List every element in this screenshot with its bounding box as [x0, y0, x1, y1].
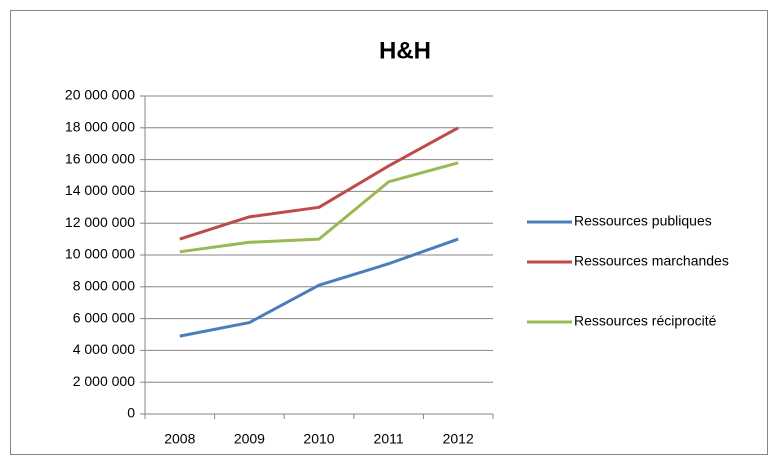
y-tick-label: 4 000 000 — [73, 341, 135, 357]
x-tick-label: 2011 — [374, 431, 404, 447]
series-line — [179, 237, 459, 338]
series-line — [179, 126, 459, 241]
y-tick-label: 14 000 000 — [65, 182, 135, 198]
chart-frame — [10, 10, 768, 455]
chart-title: H&H — [379, 37, 431, 64]
x-tick-label: 2009 — [234, 431, 265, 447]
y-tick-label: 16 000 000 — [65, 150, 135, 166]
y-tick-label: 10 000 000 — [65, 246, 135, 262]
y-tick-label: 2 000 000 — [73, 373, 135, 389]
y-tick-label: 20 000 000 — [65, 87, 135, 103]
y-tick-label: 6 000 000 — [73, 309, 135, 325]
series-line — [179, 161, 459, 254]
x-tick-label: 2010 — [303, 431, 334, 447]
x-tick-label: 2012 — [443, 431, 474, 447]
legend-label: Ressources réciprocité — [574, 313, 717, 329]
y-tick-label: 0 — [127, 405, 135, 421]
y-tick-label: 18 000 000 — [65, 119, 135, 135]
legend-label: Ressources marchandes — [574, 253, 729, 269]
x-tick-label: 2008 — [164, 431, 195, 447]
y-tick-label: 8 000 000 — [73, 278, 135, 294]
legend-label: Ressources publiques — [574, 213, 712, 229]
y-tick-label: 12 000 000 — [65, 214, 135, 230]
